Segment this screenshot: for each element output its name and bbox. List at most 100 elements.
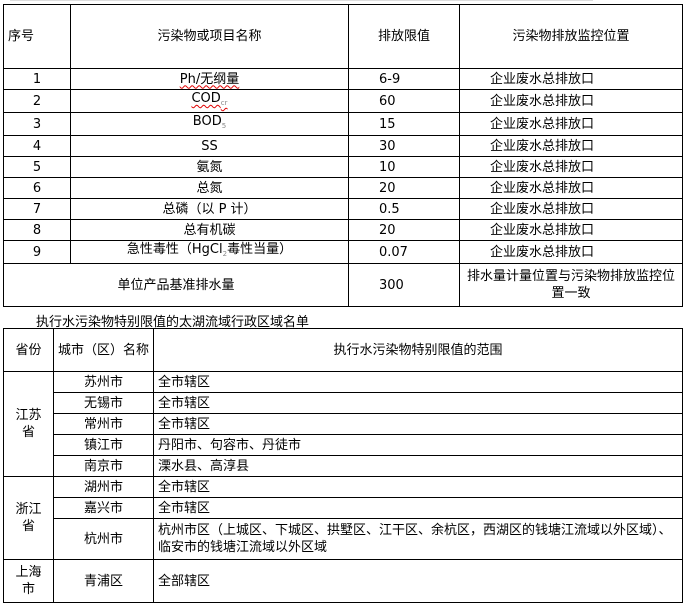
- header-limit: 排放限值: [348, 4, 460, 69]
- row-location: 企业废水总排放口: [459, 177, 683, 199]
- region-list-title: 执行水污染物特别限值的太湖流域行政区域名单: [36, 315, 310, 330]
- table-row: 1 Ph/无纲量 6-9 企业废水总排放口: [3, 68, 683, 90]
- row-no: 9: [3, 240, 71, 264]
- table-row: 8 总有机碳 20 企业废水总排放口: [3, 219, 683, 241]
- name-subscript: 5: [221, 122, 227, 130]
- city-cell: 青浦区: [53, 559, 154, 603]
- scope-cell: 全市辖区: [153, 476, 683, 498]
- province-cell: 江苏省: [3, 371, 54, 477]
- city-cell: 常州市: [53, 413, 154, 435]
- header-province: 省份: [3, 328, 54, 372]
- table-row: 无锡市 全市辖区: [4, 392, 683, 414]
- header-no: 序号: [3, 4, 71, 69]
- scope-cell: 丹阳市、句容市、丹徒市: [153, 434, 683, 456]
- row-limit: 6-9: [348, 68, 460, 90]
- scope-cell: 全市辖区: [153, 497, 683, 519]
- row-name: BOD5: [70, 112, 349, 136]
- row-name: 总氮: [70, 177, 349, 199]
- scope-cell: 全部辖区: [153, 559, 683, 603]
- table-row: 4 SS 30 企业废水总排放口: [3, 135, 683, 157]
- row-location: 企业废水总排放口: [459, 68, 683, 90]
- name-text: COD: [191, 91, 221, 106]
- table-row: 南京市 溧水县、高淳县: [4, 455, 683, 477]
- table-footer-row: 单位产品基准排水量 300 排水量计量位置与污染物排放监控位置一致: [3, 263, 683, 307]
- row-location: 企业废水总排放口: [459, 89, 683, 113]
- province-cell: 浙江省: [3, 476, 54, 560]
- row-limit: 20: [348, 177, 460, 199]
- table-header-row: 序号 污染物或项目名称 排放限值 污染物排放监控位置: [3, 4, 683, 69]
- city-cell: 无锡市: [53, 392, 154, 414]
- row-limit: 15: [348, 112, 460, 136]
- row-location: 企业废水总排放口: [459, 198, 683, 220]
- table-row: 7 总磷（以 P 计） 0.5 企业废水总排放口: [3, 198, 683, 220]
- table-row: 9 急性毒性（HgCl2毒性当量） 0.07 企业废水总排放口: [3, 240, 683, 264]
- name-text: SS: [201, 138, 218, 154]
- name-subscript: cr: [220, 99, 228, 107]
- row-name: 氨氮: [70, 156, 349, 178]
- table-row: 嘉兴市 全市辖区: [4, 497, 683, 519]
- region-list-table: 省份 城市（区）名称 执行水污染物特别限值的范围 江苏省 苏州市 全市辖区 无锡市 全市…: [3, 328, 683, 603]
- name-text: 毒性当量）: [227, 242, 293, 257]
- city-cell: 湖州市: [53, 476, 154, 498]
- page-top-edge: [10, 0, 593, 2]
- row-limit: 20: [348, 219, 460, 241]
- row-name: 总磷（以 P 计）: [70, 198, 349, 220]
- row-no: 8: [3, 219, 71, 241]
- row-location: 企业废水总排放口: [459, 112, 683, 136]
- city-cell: 嘉兴市: [53, 497, 154, 519]
- scope-cell: 全市辖区: [153, 413, 683, 435]
- row-no: 3: [3, 112, 71, 136]
- scope-cell: 溧水县、高淳县: [153, 455, 683, 477]
- table-row: 3 BOD5 15 企业废水总排放口: [3, 112, 683, 136]
- table-row: 江苏省 苏州市 全市辖区: [3, 371, 683, 477]
- header-city: 城市（区）名称: [53, 328, 154, 372]
- row-limit: 0.5: [348, 198, 460, 220]
- row-limit: 30: [348, 135, 460, 157]
- row-no: 7: [3, 198, 71, 220]
- scope-cell: 全市辖区: [153, 392, 683, 414]
- row-name: Ph/无纲量: [70, 68, 349, 90]
- row-location: 企业废水总排放口: [459, 219, 683, 241]
- table-row: 5 氨氮 10 企业废水总排放口: [3, 156, 683, 178]
- footer-location: 排水量计量位置与污染物排放监控位置一致: [459, 263, 683, 307]
- row-no: 1: [3, 68, 71, 90]
- header-name: 污染物或项目名称: [70, 4, 349, 69]
- footer-value: 300: [348, 263, 460, 307]
- name-text: BOD: [192, 114, 222, 129]
- scope-cell: 全市辖区: [153, 371, 683, 393]
- city-cell: 杭州市: [53, 518, 154, 560]
- name-text: Ph/无纲量: [179, 71, 240, 87]
- city-cell: 苏州市: [53, 371, 154, 393]
- table-row: 浙江省 湖州市 全市辖区: [3, 476, 683, 560]
- row-no: 6: [3, 177, 71, 199]
- row-location: 企业废水总排放口: [459, 240, 683, 264]
- name-subscript: 2: [222, 250, 228, 258]
- table-row: 2 CODcr 60 企业废水总排放口: [3, 89, 683, 113]
- row-name: SS: [70, 135, 349, 157]
- name-text: 总磷（以 P 计）: [162, 201, 257, 217]
- row-name: CODcr: [70, 89, 349, 113]
- row-limit: 0.07: [348, 240, 460, 264]
- name-text: 总有机碳: [183, 222, 236, 238]
- city-cell: 镇江市: [53, 434, 154, 456]
- header-location: 污染物排放监控位置: [459, 4, 683, 69]
- name-text: 氨氮: [196, 159, 223, 175]
- table-row: 常州市 全市辖区: [4, 413, 683, 435]
- table-header-row: 省份 城市（区）名称 执行水污染物特别限值的范围: [3, 328, 683, 372]
- row-name: 总有机碳: [70, 219, 349, 241]
- table-row: 上海市 青浦区 全部辖区: [3, 559, 683, 603]
- row-limit: 10: [348, 156, 460, 178]
- table-row: 镇江市 丹阳市、句容市、丹徒市: [4, 434, 683, 456]
- row-location: 企业废水总排放口: [459, 156, 683, 178]
- table-row: 杭州市 杭州市区（上城区、下城区、拱墅区、江干区、余杭区，西湖区的钱塘江流域以外区…: [4, 518, 683, 560]
- row-no: 2: [3, 89, 71, 113]
- scope-cell: 杭州市区（上城区、下城区、拱墅区、江干区、余杭区，西湖区的钱塘江流域以外区域）、…: [153, 518, 683, 560]
- province-cell: 上海市: [3, 559, 54, 603]
- table-row: 6 总氮 20 企业废水总排放口: [3, 177, 683, 199]
- row-no: 4: [3, 135, 71, 157]
- header-scope: 执行水污染物特别限值的范围: [153, 328, 683, 372]
- name-text: 急性毒性（HgCl: [126, 242, 223, 257]
- row-no: 5: [3, 156, 71, 178]
- footer-label: 单位产品基准排水量: [3, 263, 349, 307]
- row-limit: 60: [348, 89, 460, 113]
